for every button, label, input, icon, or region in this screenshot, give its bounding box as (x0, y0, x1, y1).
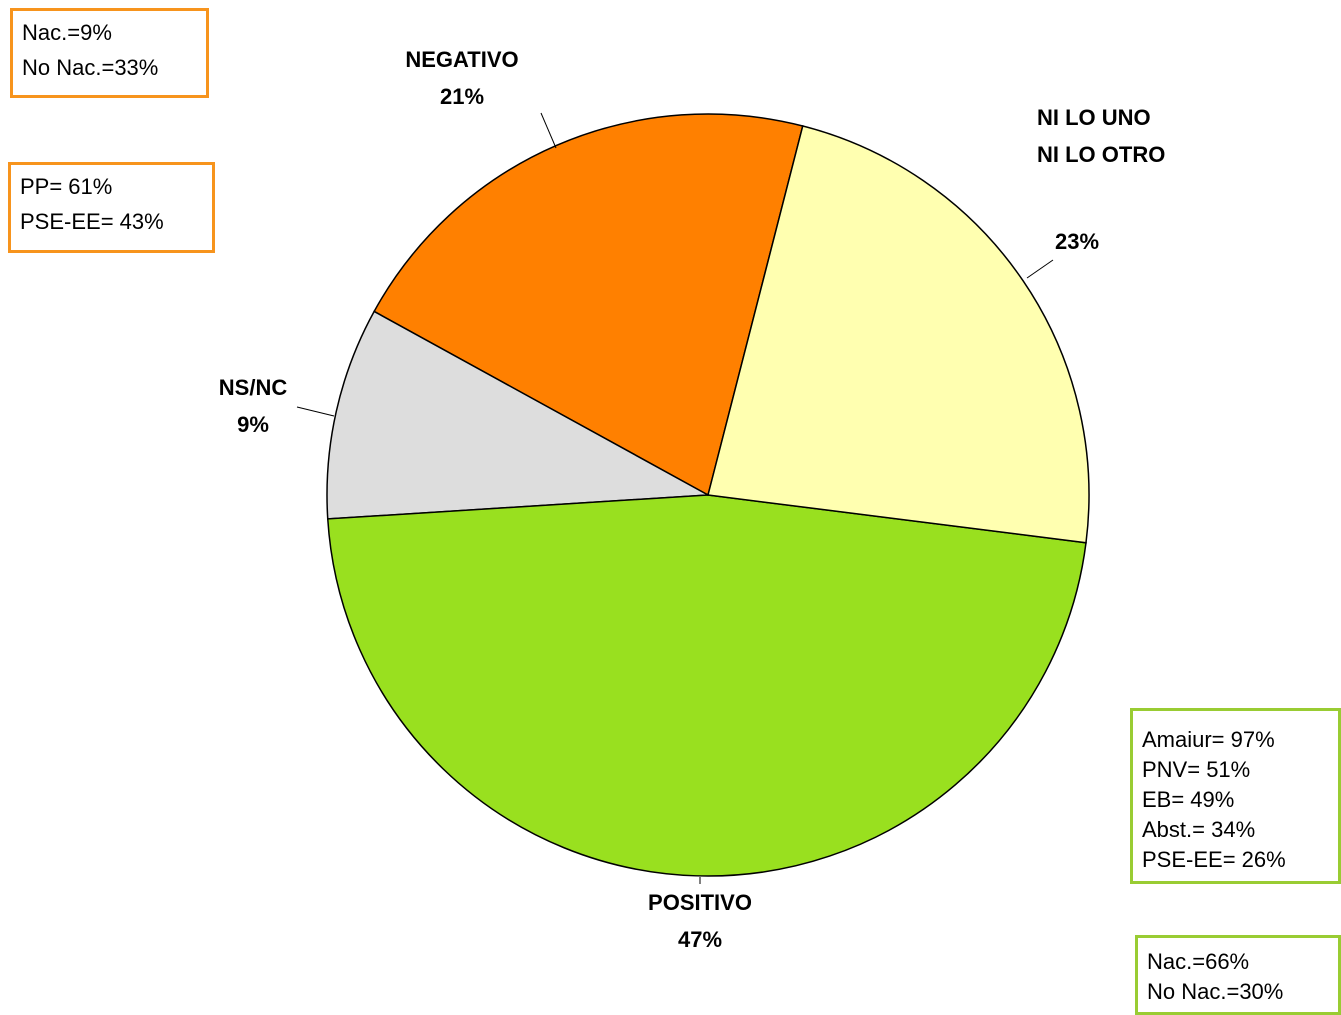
category-label: POSITIVO (648, 890, 752, 915)
category-label: NI LO UNO NI LO OTRO (1037, 105, 1166, 167)
annotation-text: Nac.=66% (1147, 949, 1250, 974)
annotation-text: PP= 61% (20, 174, 113, 199)
value-label: 21% (439, 84, 485, 109)
pie-slice (326, 310, 711, 520)
annotation-text: Abst.= 34% (1142, 817, 1256, 842)
annotation-text: No Nac.=30% (1147, 979, 1284, 1004)
annotation-text: EB= 49% (1142, 787, 1235, 812)
leader-line (540, 112, 557, 149)
category-label: NEGATIVO (405, 47, 519, 72)
value-label: 9% (237, 412, 269, 437)
pie-slice (373, 113, 804, 497)
annotation-box: Nac.=66% No Nac.=30% (1135, 935, 1341, 1015)
annotation-text: Amaiur= 97% (1142, 727, 1275, 752)
annotation-box: Nac.=9% No Nac.=33% (10, 8, 209, 98)
pie-slice (707, 125, 1090, 544)
annotation-text: Nac.=9% (22, 20, 112, 45)
leader-lines (296, 112, 1054, 884)
annotation-text: PSE-EE= 43% (20, 209, 164, 234)
annotation-box: PP= 61% PSE-EE= 43% (8, 162, 215, 253)
annotation-text: PNV= 51% (1142, 757, 1251, 782)
pie-slice (326, 494, 1087, 877)
annotation-text: PSE-EE= 26% (1142, 847, 1286, 872)
value-label: 47% (677, 927, 723, 952)
annotation-text: No Nac.=33% (22, 55, 159, 80)
category-label: NS/NC (218, 375, 288, 400)
leader-line (1026, 259, 1054, 279)
annotation-box: Amaiur= 97% PNV= 51% EB= 49% Abst.= 34% PSE-… (1130, 708, 1341, 884)
value-label: 23% (1055, 229, 1100, 254)
leader-line (296, 406, 335, 417)
